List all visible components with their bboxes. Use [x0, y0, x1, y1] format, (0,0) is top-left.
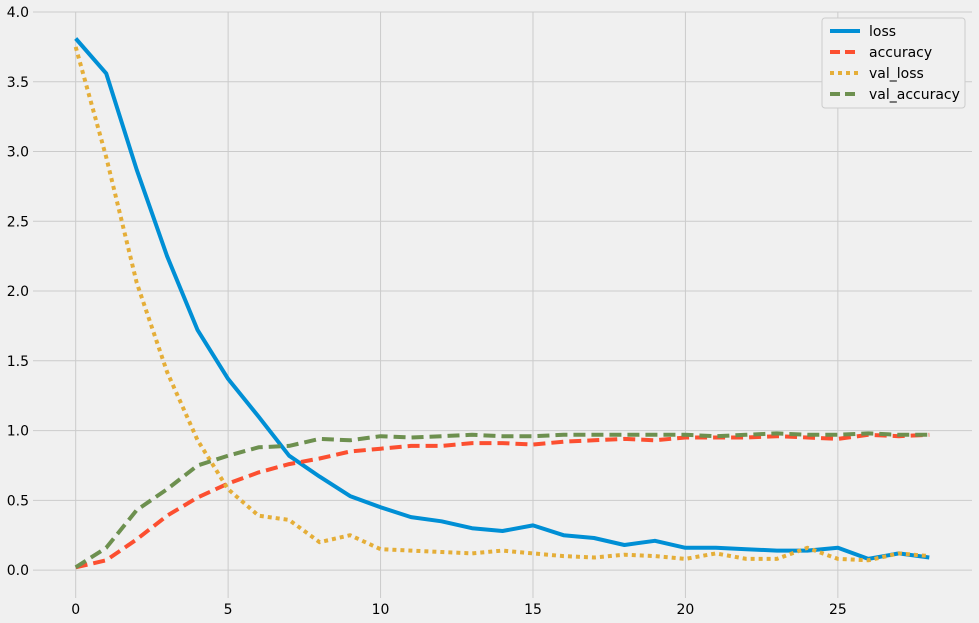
x-tick-label: 10: [372, 602, 390, 618]
y-tick-label: 0.0: [7, 563, 29, 579]
y-tick-label: 0.5: [7, 493, 29, 509]
y-tick-label: 3.0: [7, 145, 29, 161]
x-tick-label: 25: [829, 602, 847, 618]
legend-label: loss: [869, 24, 896, 40]
y-axis-ticks: 0.0 0.5 1.0 1.5 2.0 2.5 3.0 3.5 4.0: [7, 5, 29, 579]
series-line-accuracy: [76, 435, 930, 568]
legend-label: val_accuracy: [869, 87, 960, 103]
x-tick-label: 15: [524, 602, 542, 618]
series-line-loss: [76, 39, 930, 559]
y-tick-label: 4.0: [7, 5, 29, 21]
x-tick-label: 0: [71, 602, 80, 618]
y-tick-label: 2.5: [7, 214, 29, 230]
x-tick-label: 20: [677, 602, 695, 618]
x-axis-ticks: 0 5 10 15 20 25: [71, 602, 847, 618]
x-tick-label: 5: [224, 602, 233, 618]
series-line-val-loss: [76, 47, 930, 560]
y-tick-label: 2.0: [7, 284, 29, 300]
legend-label: accuracy: [869, 45, 932, 61]
y-tick-label: 1.5: [7, 354, 29, 370]
legend: loss accuracy val_loss val_accuracy: [822, 18, 965, 108]
y-tick-label: 1.0: [7, 424, 29, 440]
series-lines: [76, 38, 930, 567]
y-tick-label: 3.5: [7, 75, 29, 91]
legend-label: val_loss: [869, 66, 924, 82]
